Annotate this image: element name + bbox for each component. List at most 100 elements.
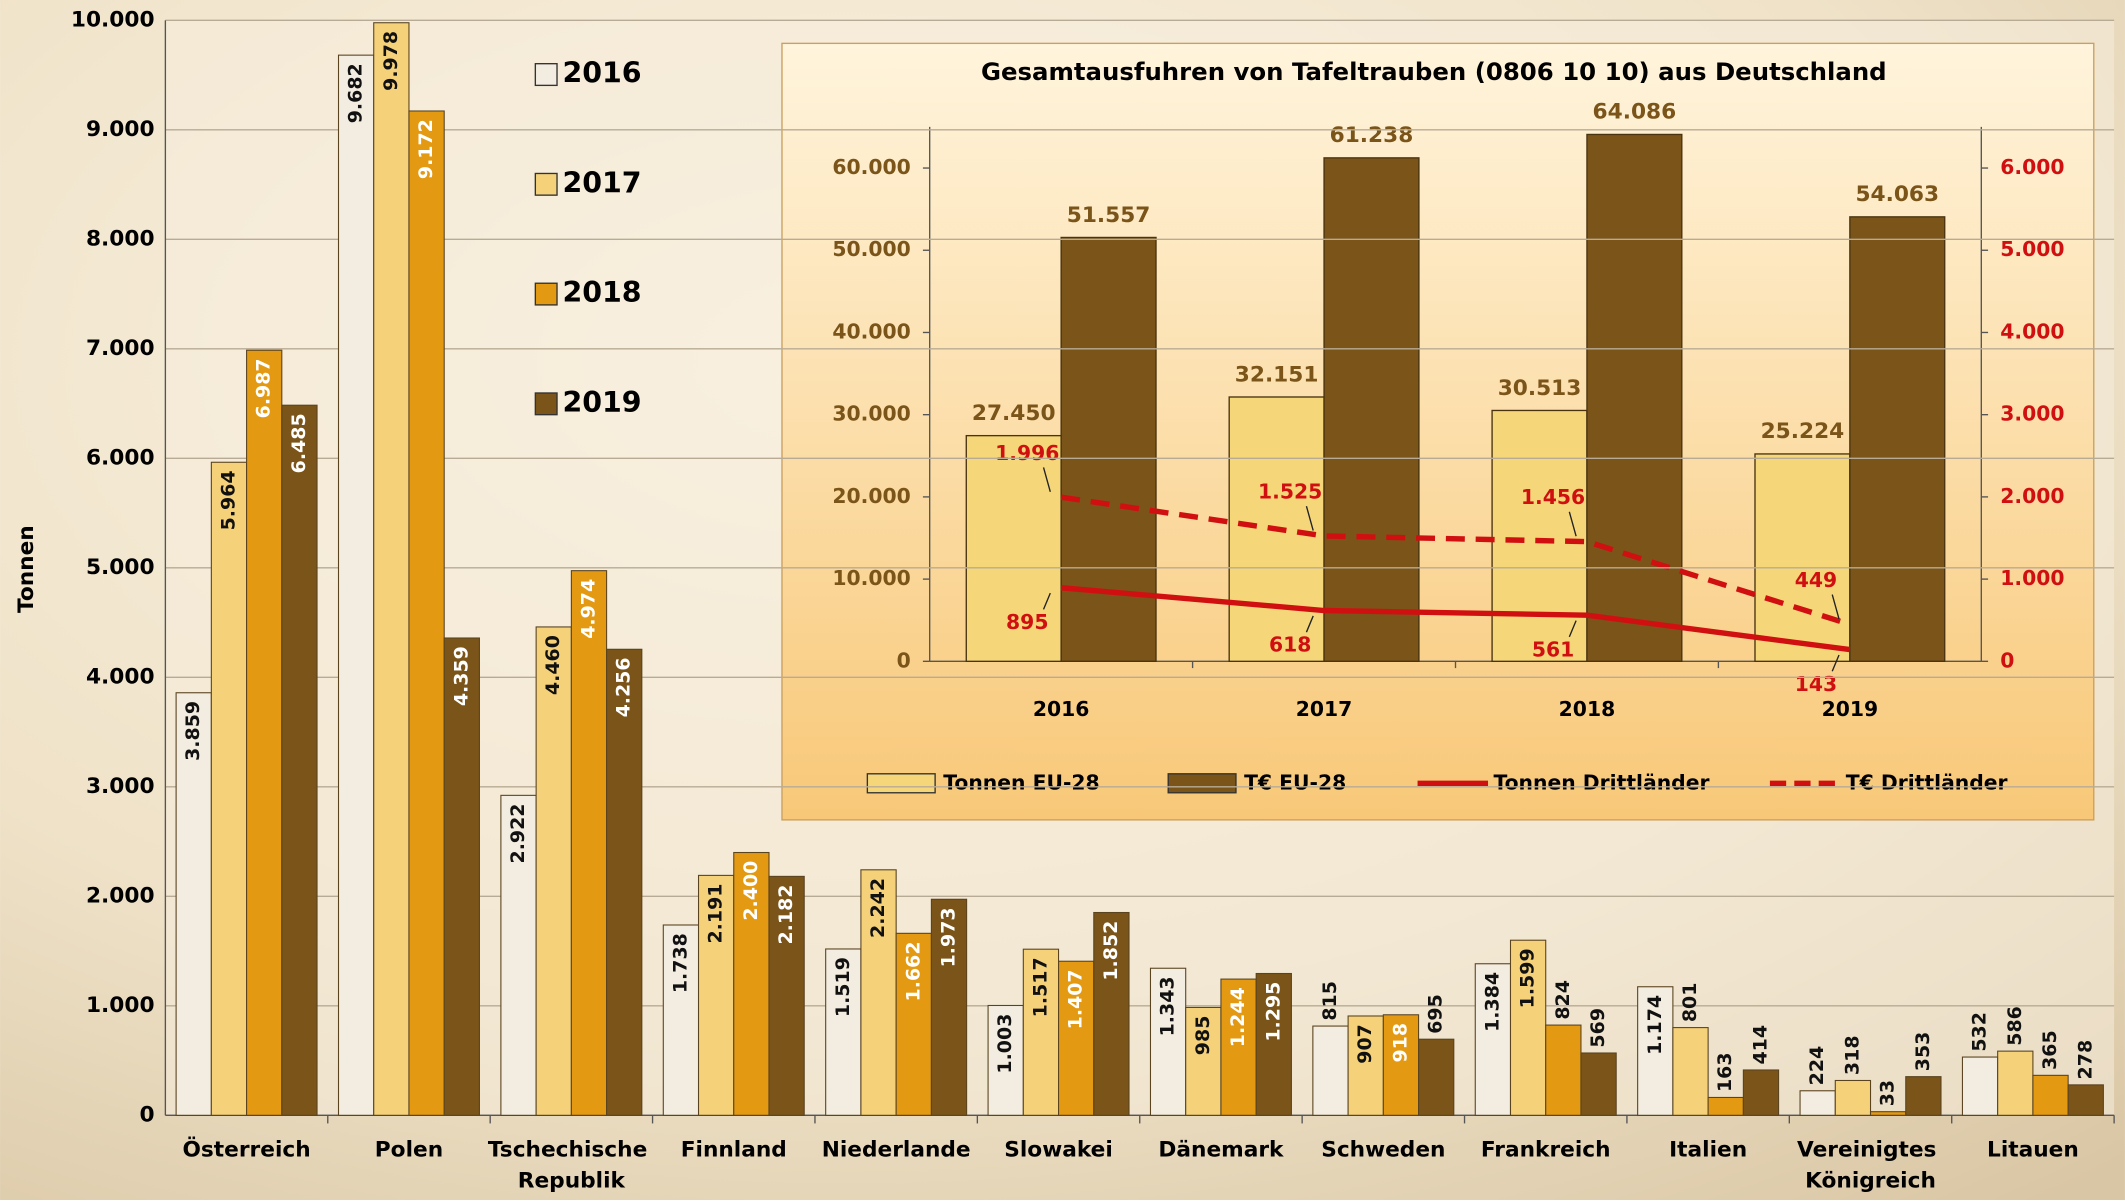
y-tick-label: 8.000 [86,226,155,251]
bar [2067,1084,2104,1116]
y-tick-label: 1.000 [86,993,155,1018]
bar [1323,157,1420,662]
data-label: 1.295 [1262,982,1284,1042]
data-label: 1.517 [1029,957,1051,1017]
bar [570,570,608,1116]
bar [1255,972,1292,1116]
y-tick-label: 0 [139,1102,154,1127]
y-tick-label: 40.000 [832,319,910,343]
data-label: 907 [1354,1024,1376,1064]
data-label: 6.485 [288,413,310,473]
data-label: 561 [1532,637,1574,661]
y-tick-label: 9.000 [86,117,155,142]
bar [1672,1027,1709,1116]
y-axis-label: Tonnen [14,525,39,613]
label-leader [1831,654,1840,672]
data-label: 9.682 [345,63,367,123]
label-leader [1305,505,1314,531]
bar [1997,1050,2034,1116]
bar [662,924,700,1116]
y-tick-label: 0 [897,648,911,672]
data-label: 1.407 [1065,969,1087,1029]
data-label: 1.738 [669,933,691,993]
legend-swatch [866,773,936,794]
bar [1149,967,1187,1116]
bar [1312,1025,1349,1116]
legend-swatch [534,63,558,87]
data-label: 1.384 [1481,972,1503,1032]
data-label: 4.359 [450,646,472,706]
data-label: 9.172 [415,119,437,179]
inset-title: Gesamtausfuhren von Tafeltrauben (0806 1… [981,57,1887,86]
x-tick-label: 2019 [1822,697,1879,721]
bar [1834,1079,1872,1116]
bar [500,794,537,1116]
data-label: 918 [1389,1023,1411,1063]
data-label: 532 [1969,1012,1991,1052]
x-tick-label: Österreich [182,1137,310,1163]
data-label: 61.238 [1330,123,1414,148]
data-label: 449 [1795,568,1837,592]
x-tick-label: Tschechische Republik [488,1138,655,1194]
y2-tick-label: 5.000 [2000,237,2064,261]
y2-tick-label: 2.000 [2000,484,2064,508]
bar [1849,216,1946,662]
bar [1185,1006,1222,1116]
y-tick-label: 2.000 [86,883,155,908]
x-tick-label: Litauen [1987,1138,2079,1163]
legend-label: T€ Drittländer [1846,770,2008,794]
label-leader [1305,615,1314,633]
legend-label: Tonnen EU-28 [943,770,1099,794]
label-leader [1042,592,1051,610]
bar [408,110,445,1116]
data-label: 6.987 [253,358,275,418]
data-label: 695 [1425,994,1447,1034]
x-tick-label: Finnland [681,1138,787,1163]
bar [1545,1024,1582,1116]
y-tick-label: 10.000 [832,566,910,590]
bar [697,874,735,1116]
data-label: 618 [1269,633,1311,657]
label-leader [1568,511,1577,537]
legend-label: Tonnen Drittländer [1493,770,1709,794]
bar [1060,236,1157,662]
y-tick-label: 5.000 [86,555,155,580]
data-label: 32.151 [1235,362,1319,387]
bar [210,461,248,1116]
y-tick-label: 50.000 [832,237,910,261]
data-label: 2.191 [705,884,727,944]
data-label: 143 [1795,672,1837,696]
data-label: 33 [1877,1080,1899,1106]
y-tick-label: 7.000 [86,336,155,361]
x-tick-label: Schweden [1321,1138,1445,1163]
bar [1869,1111,1907,1116]
x-tick-label: Niederlande [822,1138,971,1163]
data-label: 1.343 [1157,976,1179,1036]
data-label: 30.513 [1498,376,1582,401]
y2-tick-label: 0 [2000,648,2014,672]
bar [337,54,375,1116]
bar [373,22,410,1116]
data-label: 1.996 [995,441,1059,465]
legend-swatch [534,392,558,416]
bar [1347,1015,1384,1116]
data-label: 895 [1006,610,1048,634]
x-tick-label: Italien [1669,1138,1747,1163]
bar [175,692,212,1116]
bar [1491,409,1588,662]
legend-swatch [534,172,558,196]
data-label: 25.224 [1761,419,1845,444]
y-tick-label: 6.000 [86,445,155,470]
y-tick-label: 20.000 [832,484,910,508]
data-label: 1.662 [902,941,924,1001]
line [1060,494,1851,627]
bar [1707,1096,1744,1116]
legend-label: 2018 [562,276,641,309]
y-tick-label: 60.000 [832,155,910,179]
data-label: 1.174 [1644,995,1666,1055]
x-tick-label: 2017 [1296,697,1353,721]
line [1060,585,1851,653]
data-label: 9.978 [380,31,402,91]
bar [860,869,897,1116]
